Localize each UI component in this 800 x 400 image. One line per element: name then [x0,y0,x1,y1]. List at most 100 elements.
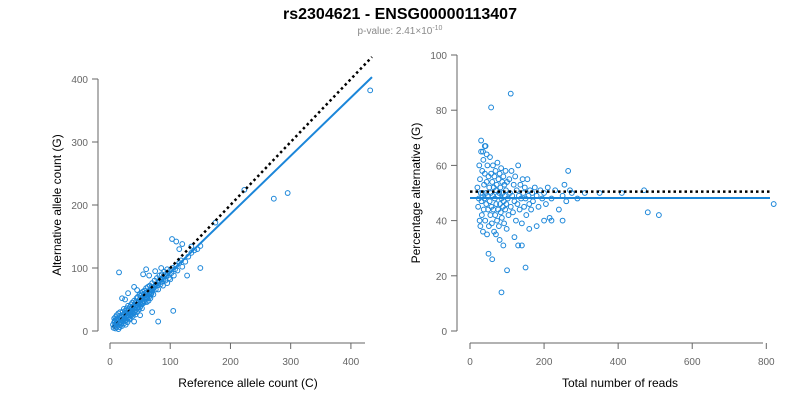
right-data-point [488,104,495,111]
left-x-ticks: 0 100 200 300 400 [107,343,360,368]
right-data-point [508,168,515,174]
left-data-point [119,295,125,302]
left-data-point [182,258,189,265]
right-data-point [521,184,528,191]
right-data-point [541,217,547,224]
right-data-point [518,220,525,227]
left-data-point [166,275,172,281]
right-data-point [514,201,521,207]
left-x-tick-label: 200 [222,357,239,368]
right-x-axis-label: Total number of reads [562,376,678,390]
right-data-point [561,181,568,188]
left-data-point [152,268,159,275]
right-data-point [513,187,520,194]
right-data-point [484,231,490,238]
right-data-point [477,223,484,230]
left-data-point [134,287,141,293]
right-data-point [511,234,518,241]
right-data-point [517,181,524,188]
right-data-point [526,201,533,207]
right-data-point [487,154,493,161]
right-data-point [485,250,492,257]
right-data-point [491,173,498,180]
right-data-point [492,168,499,174]
right-data-point [515,162,522,169]
right-y-tick-label: 0 [441,327,447,338]
right-data-point [519,176,526,183]
left-data-point [143,266,150,273]
right-data-point [552,187,559,194]
left-x-tick-label: 300 [282,357,299,368]
right-data-point [495,176,502,183]
right-data-point [503,201,510,207]
left-data-point [188,243,195,250]
left-data-point [146,272,153,279]
left-data-point [131,318,137,325]
right-data-point [501,220,507,227]
right-data-point [478,148,485,155]
right-data-point [511,198,518,205]
right-y-tick-label: 100 [430,51,447,62]
right-data-point [618,190,625,196]
right-data-point [510,209,516,216]
right-data-point [512,173,519,180]
right-data-point [526,225,533,232]
left-data-point [170,307,177,314]
left-data-point [212,219,219,226]
left-data-point [139,305,145,312]
right-data-point [474,184,481,191]
left-data-point [155,318,162,325]
right-data-point [644,209,651,216]
right-data-point [523,212,530,218]
right-y-axis-label: Percentage alternative (G) [409,123,423,264]
right-data-point [510,181,517,188]
right-data-point [531,184,538,191]
right-data-point [489,179,496,185]
left-y-ticks: 0 100 200 300 400 [71,75,98,338]
chart-title: rs2304621 - ENSG00000113407 [283,6,517,23]
right-data-point [524,176,531,183]
right-data-point [493,187,499,194]
right-data-point [520,190,527,196]
left-y-tick-label: 400 [71,75,88,86]
right-data-point [489,256,496,263]
right-data-point [770,201,777,207]
left-data-point [158,265,165,271]
left-data-point [149,309,156,316]
right-data-point [559,217,566,224]
right-data-point [507,203,514,210]
left-data-point [116,269,122,276]
left-x-tick-label: 400 [343,357,360,368]
right-data-point [487,212,494,218]
left-data-point [174,267,181,274]
right-data-point [497,209,504,216]
left-data-point [179,263,186,270]
left-data-point [170,272,177,279]
right-data-point [563,198,570,205]
right-data-point [530,198,536,205]
right-x-tick-label: 200 [536,357,553,368]
left-data-point [176,246,183,253]
right-data-point [516,206,523,213]
right-data-point [507,90,514,97]
right-data-point [500,242,507,249]
left-data-point [173,238,180,245]
right-y-tick-label: 20 [436,272,448,283]
right-data-point [504,267,510,274]
left-data-marks [110,56,374,333]
left-x-tick-label: 0 [107,357,113,368]
right-data-point [475,203,482,210]
right-data-point [641,187,647,194]
right-data-point [478,212,485,218]
left-data-point [284,190,291,196]
left-data-point [140,271,147,278]
right-data-point [565,168,572,174]
right-data-point [521,203,527,210]
left-data-point [167,276,174,283]
right-data-point [481,143,488,149]
right-data-point [485,223,492,230]
left-data-point [164,280,171,287]
left-y-tick-label: 200 [71,201,88,212]
right-x-tick-label: 800 [758,357,775,368]
